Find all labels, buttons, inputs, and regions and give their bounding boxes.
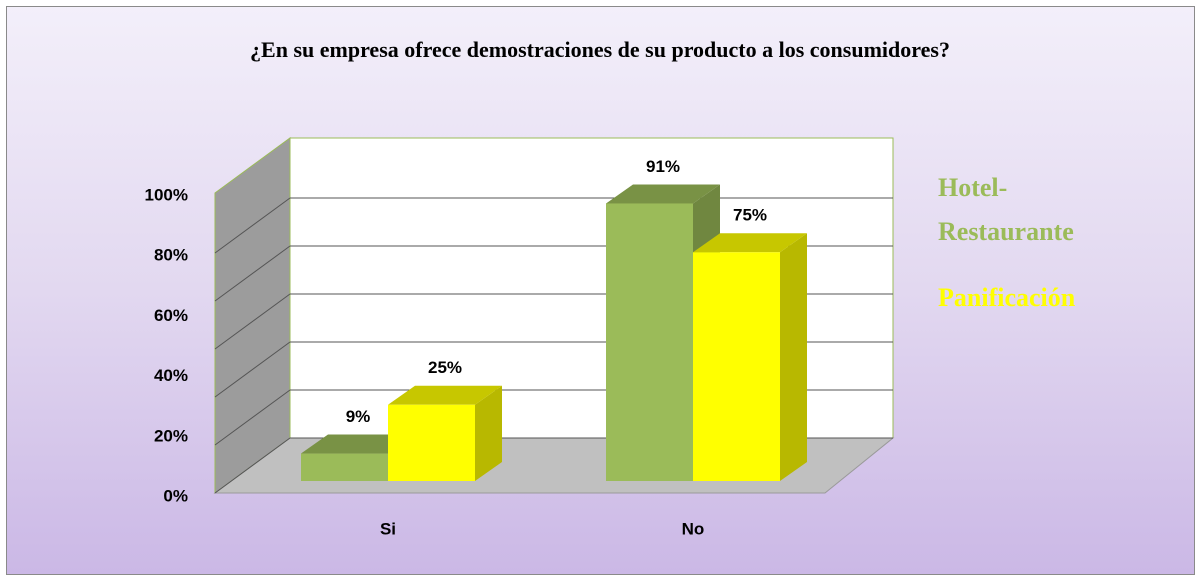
y-tick-label: 40%: [154, 366, 188, 385]
side-wall: [214, 137, 291, 494]
bar: [693, 252, 780, 481]
grid-line: [214, 341, 291, 398]
data-label: 75%: [733, 206, 767, 225]
data-label: 9%: [346, 407, 371, 426]
grid-line: [214, 245, 291, 302]
y-tick-label: 80%: [154, 246, 188, 265]
x-tick-label: Si: [380, 519, 396, 538]
grid-line: [214, 437, 291, 494]
bar-side: [780, 233, 807, 481]
data-label: 25%: [428, 358, 462, 377]
bar-side: [475, 385, 502, 481]
bar-top: [606, 184, 720, 204]
y-tick-label: 0%: [163, 486, 188, 505]
bar: [388, 404, 475, 481]
bar-top: [693, 233, 807, 253]
grid-line: [214, 197, 291, 254]
legend-entry: Panificación: [938, 283, 1076, 312]
grid-line: [214, 389, 291, 446]
y-tick-label: 20%: [154, 426, 188, 445]
bar: [301, 453, 388, 481]
y-tick-label: 60%: [154, 306, 188, 325]
chart-title: ¿En su empresa ofrece demostraciones de …: [250, 37, 950, 62]
bar: [606, 203, 693, 481]
grid-line: [214, 293, 291, 350]
bar-top: [301, 434, 415, 454]
bar-top: [388, 385, 502, 405]
x-tick-label: No: [682, 519, 705, 538]
legend-entry: Hotel-Restaurante: [938, 173, 1074, 246]
data-label: 91%: [646, 157, 680, 176]
y-tick-label: 100%: [145, 185, 188, 204]
